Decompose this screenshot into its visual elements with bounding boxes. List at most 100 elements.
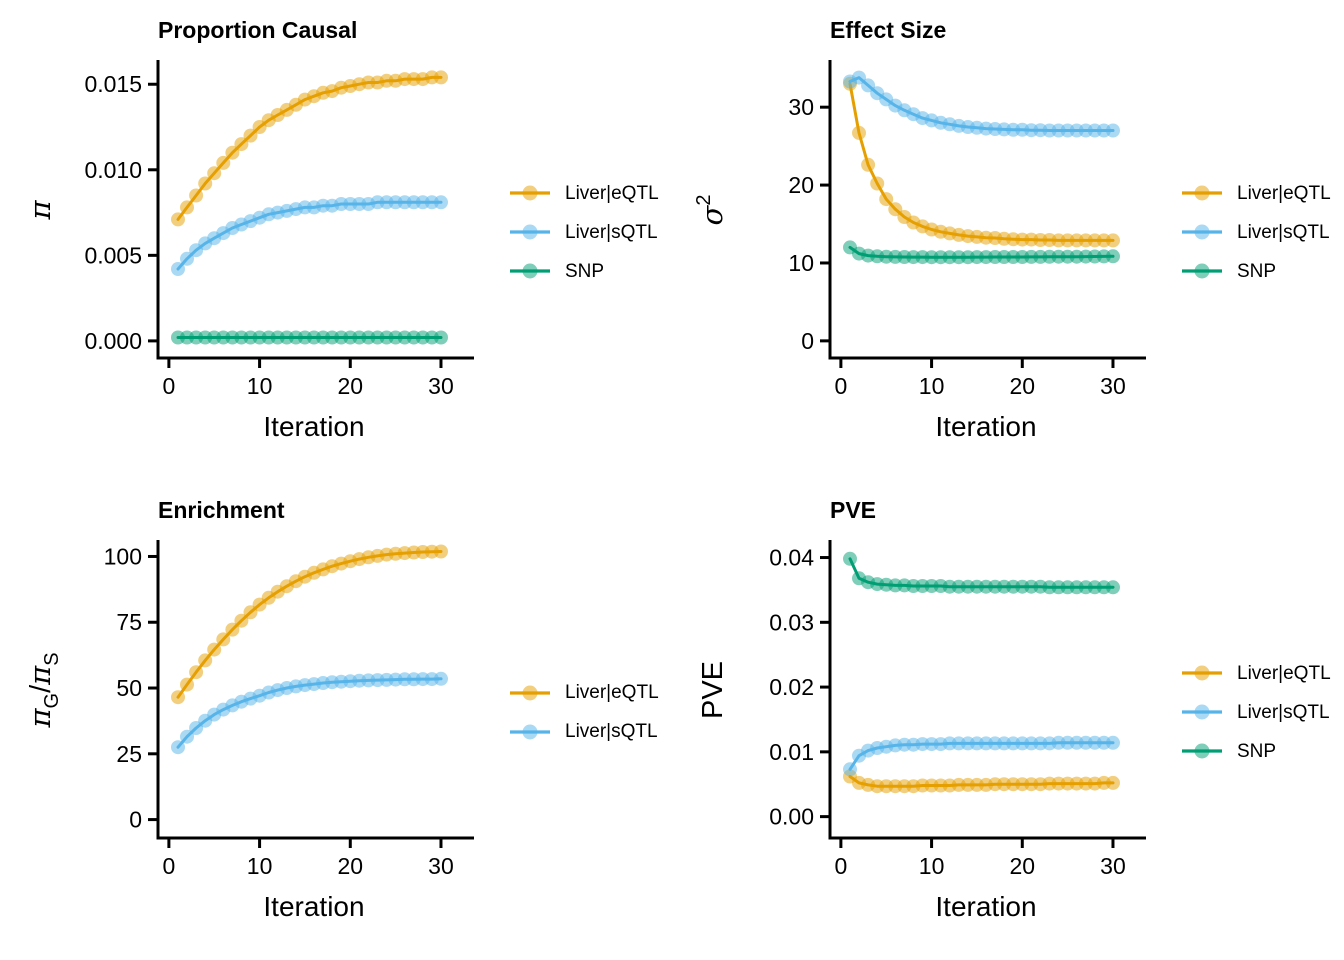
legend-item-snp: SNP: [1180, 740, 1344, 762]
data-point: [171, 212, 185, 227]
data-point: [843, 762, 857, 777]
chart-title: Proportion Causal: [158, 17, 357, 43]
legend-label: Liver|eQTL: [565, 682, 659, 703]
data-point: [198, 653, 213, 668]
legend-label: SNP: [1237, 740, 1277, 762]
y-tick-label: 0.02: [769, 674, 814, 700]
legend-key-snp: [1182, 263, 1222, 279]
legend-label: Liver|eQTL: [1237, 662, 1331, 684]
chart-pve: PVE 0 10 20 30 0.00 0.01 0.02 0.03 0.04 PVE Iterati…: [672, 480, 1180, 946]
data-point: [180, 251, 194, 266]
legend-label: SNP: [565, 260, 605, 282]
legend-pve: Liver|eQTL Liver|sQTL SNP: [1180, 486, 1344, 938]
panel-cell-enrichment: Enrichment 0 10 20 30 0 25 50 75 100 πG/πS Iteratio…: [0, 480, 672, 960]
data-point: [243, 128, 258, 143]
y-tick-label: 75: [116, 609, 142, 635]
data-point: [1106, 580, 1120, 595]
data-point: [861, 78, 876, 93]
x-tick-label: 0: [162, 853, 175, 879]
x-tick-label: 0: [834, 853, 847, 879]
chart-enrichment: Enrichment 0 10 20 30 0 25 50 75 100 πG/πS Iteratio…: [0, 480, 508, 946]
panel-cell-effect-size: Effect Size 0 10 20 30 0 10 20 30 σ2 Iteration Live…: [672, 0, 1344, 480]
legend-item-liver-eqtl: Liver|eQTL: [1180, 662, 1344, 684]
legend-key-point: [522, 263, 538, 279]
legend-key-point: [522, 185, 538, 201]
legend-item-liver-eqtl: Liver|eQTL: [508, 182, 672, 204]
legend-item-snp: SNP: [508, 260, 672, 282]
data-point: [434, 671, 448, 686]
x-tick-label: 10: [247, 373, 273, 399]
legend-key-point: [1194, 665, 1210, 681]
data-point: [1106, 735, 1120, 750]
legend-key-liver-sqtl: [1182, 224, 1222, 240]
data-point: [207, 642, 222, 657]
x-tick-label: 20: [1009, 853, 1035, 879]
data-point: [861, 157, 876, 172]
series-liver-sqtl: [843, 70, 1120, 138]
legend-key-point: [522, 685, 538, 700]
y-tick-label: 50: [116, 675, 142, 701]
x-tick-label: 10: [247, 853, 273, 879]
x-axis-title: Iteration: [935, 891, 1036, 922]
series-liver-sqtl: [171, 671, 448, 755]
data-point: [434, 544, 448, 559]
data-point: [180, 677, 194, 692]
legend-item-liver-sqtl: Liver|sQTL: [508, 721, 672, 743]
x-axis-title: Iteration: [263, 411, 364, 442]
legend-item-liver-eqtl: Liver|eQTL: [508, 682, 672, 704]
legend-item-liver-sqtl: Liver|sQTL: [1180, 221, 1344, 243]
x-tick-label: 10: [919, 373, 945, 399]
data-point: [171, 740, 185, 755]
x-axis-title: Iteration: [263, 891, 364, 922]
legend-label: Liver|sQTL: [1237, 221, 1330, 243]
panel-cell-pve: PVE 0 10 20 30 0.00 0.01 0.02 0.03 0.04 PVE Iterati…: [672, 480, 1344, 960]
legend-label: Liver|eQTL: [1237, 182, 1331, 204]
x-tick-label: 0: [162, 373, 175, 399]
legend-key-liver-sqtl: [510, 724, 550, 739]
data-point: [225, 622, 240, 637]
legend-label: Liver|sQTL: [565, 721, 658, 742]
legend-key-point: [522, 224, 538, 240]
legend-key-liver-eqtl: [510, 685, 550, 700]
legend-item-liver-eqtl: Liver|eQTL: [1180, 182, 1344, 204]
y-axis-title: π: [23, 200, 57, 221]
data-point: [216, 632, 231, 647]
x-tick-label: 20: [337, 853, 363, 879]
data-point: [852, 125, 866, 140]
data-point: [434, 70, 448, 85]
legend-enrichment: Liver|eQTL Liver|sQTL: [508, 486, 672, 938]
data-point: [888, 202, 903, 217]
y-tick-label: 0.015: [84, 71, 142, 97]
data-point: [1106, 123, 1120, 138]
legend-key-point: [522, 724, 538, 739]
chart-proportion-causal: Proportion Causal 0 10 20 30 0.000 0.005 0.010 0…: [0, 0, 508, 466]
chart-canvas-proportion-causal: Proportion Causal 0 10 20 30 0.000 0.005 0.010 0…: [23, 17, 474, 442]
chart-title: Effect Size: [830, 17, 946, 43]
data-point: [198, 176, 213, 191]
data-point: [1106, 233, 1120, 248]
legend-key-point: [1194, 185, 1210, 201]
legend-key-liver-sqtl: [510, 224, 550, 240]
legend-item-liver-sqtl: Liver|sQTL: [508, 221, 672, 243]
y-tick-label: 0.00: [769, 804, 814, 830]
data-point: [434, 330, 448, 345]
legend-key-liver-eqtl: [1182, 185, 1222, 201]
data-point: [852, 70, 866, 85]
panel-cell-proportion-causal: Proportion Causal 0 10 20 30 0.000 0.005 0.010 0…: [0, 0, 672, 480]
x-tick-label: 30: [428, 373, 454, 399]
series-liver-eqtl: [843, 769, 1120, 794]
legend-label: Liver|sQTL: [565, 221, 658, 243]
y-tick-label: 25: [116, 741, 142, 767]
y-axis-title: PVE: [697, 661, 729, 719]
chart-title: Enrichment: [158, 497, 285, 523]
y-tick-label: 0: [129, 807, 142, 833]
data-point: [879, 192, 894, 207]
legend-key-point: [1194, 743, 1210, 759]
y-axis-title: πG/πS: [23, 652, 63, 728]
data-point: [171, 262, 185, 276]
series-liver-sqtl: [171, 195, 448, 276]
x-tick-label: 30: [428, 853, 454, 879]
data-point: [216, 155, 231, 170]
legend-key-snp: [510, 263, 550, 279]
legend-label: SNP: [1237, 260, 1277, 282]
